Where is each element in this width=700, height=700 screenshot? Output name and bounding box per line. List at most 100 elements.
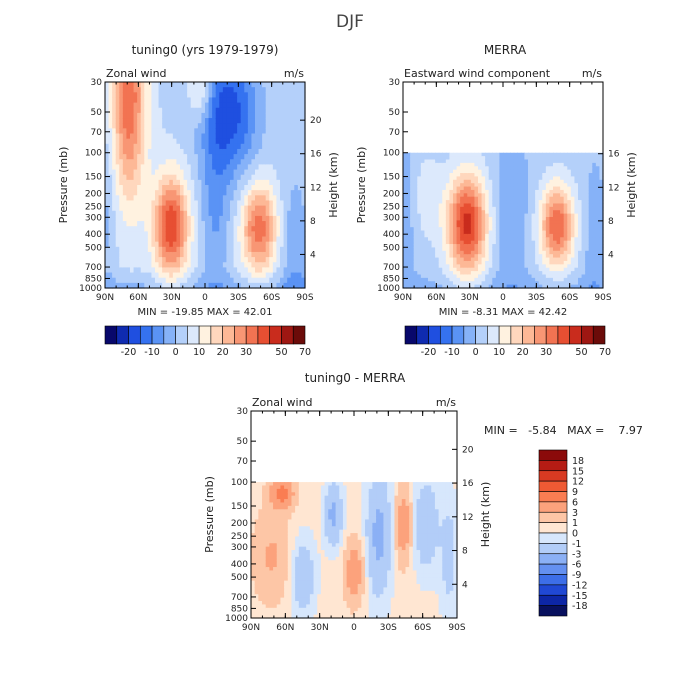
panel-2-field-cell <box>578 223 583 228</box>
panel-1-colorbar-label: -10 <box>144 347 160 358</box>
panel-2-field-cell <box>460 244 465 249</box>
panel-2-field-cell <box>592 281 597 286</box>
panel-2-field-cell <box>474 264 479 269</box>
panel-2-field-cell <box>595 173 601 177</box>
panel-3-field-cell <box>265 567 270 572</box>
panel-2-field-cell <box>599 220 604 225</box>
panel-2-field-cell <box>560 179 565 184</box>
panel-2-field-cell <box>585 189 590 194</box>
panel-3-field-cell <box>254 604 259 609</box>
panel-2-field-cell <box>553 233 558 238</box>
panel-2-field-cell <box>578 281 583 286</box>
panel-2-colorbar-box <box>451 325 465 345</box>
panel-2-field-cell <box>488 173 493 177</box>
panel-2-field-cell <box>474 162 479 167</box>
panel-1-field-cell <box>155 159 160 165</box>
panel-1-field-cell <box>262 241 267 248</box>
panel-2-field-cell <box>492 156 497 161</box>
panel-1-field-cell <box>126 277 131 284</box>
panel-2-field-cell <box>492 210 497 215</box>
panel-2-field-cell <box>470 264 476 269</box>
panel-1-field-cell <box>119 257 124 263</box>
panel-1-field-cell <box>272 174 278 181</box>
panel-2-field-cell <box>553 169 558 174</box>
panel-2-field-cell <box>599 183 604 188</box>
panel-2-field-cell <box>520 213 526 218</box>
panel-1-field-cell <box>108 164 113 171</box>
panel-1-field-cell <box>133 215 138 222</box>
panel-2-field-cell <box>495 220 501 225</box>
panel-1-field-cell <box>190 185 195 191</box>
panel-2-field-cell <box>492 264 497 269</box>
panel-2-field-cell <box>549 193 554 198</box>
panel-2-field-cell <box>453 220 458 225</box>
panel-1-field-cell <box>180 97 185 104</box>
panel-2-field-cell <box>431 284 436 289</box>
panel-3-field-cell <box>273 495 278 500</box>
panel-2-field-cell <box>578 179 583 184</box>
panel-2-field-cell <box>478 189 483 194</box>
panel-1-field-cell <box>112 231 117 238</box>
panel-2-field-cell <box>556 162 561 167</box>
panel-2-field-cell <box>406 240 411 245</box>
panel-2-field-cell <box>578 169 583 174</box>
panel-2-field-cell <box>463 220 468 225</box>
panel-2-field-cell <box>510 227 515 232</box>
panel-1-x-tick-label: 90N <box>96 293 114 303</box>
panel-1-field-cell <box>297 205 303 212</box>
panel-1-field-cell <box>272 221 278 227</box>
panel-2-field-cell <box>513 206 518 211</box>
panel-1-y2-tick-label: 8 <box>310 217 316 227</box>
panel-1-field-cell <box>301 169 306 176</box>
panel-3-field-cell <box>265 509 270 514</box>
panel-2-field-cell <box>549 179 554 184</box>
panel-1-field-cell <box>283 272 288 279</box>
panel-2-field-cell <box>595 203 601 208</box>
panel-2-field-cell <box>513 193 518 198</box>
panel-2-field-cell <box>456 274 461 279</box>
panel-2-field-cell <box>595 179 601 184</box>
panel-1-colorbar-label: 70 <box>299 347 311 358</box>
panel-2-field-cell <box>456 281 461 286</box>
panel-1-field-cell <box>155 179 160 186</box>
panel-2-field-cell <box>563 257 568 262</box>
panel-2-field-cell <box>460 240 465 245</box>
panel-1-field-cell <box>272 267 278 274</box>
panel-2-field-cell <box>503 216 508 221</box>
panel-1-field-cell <box>183 190 188 196</box>
panel-1-field-cell <box>212 210 217 217</box>
panel-1-field-cell <box>237 221 242 227</box>
panel-2-field-cell <box>570 152 576 157</box>
panel-1-field-cell <box>162 143 167 150</box>
panel-1-field-cell <box>226 246 231 253</box>
panel-2-field-cell <box>520 250 526 255</box>
panel-1-field-cell <box>194 210 199 217</box>
panel-1-field-cell <box>251 241 256 248</box>
panel-2-field-cell <box>542 281 547 286</box>
panel-1-field-cell <box>130 241 135 248</box>
panel-1-field-cell <box>122 210 128 217</box>
panel-2-field-cell <box>588 254 593 259</box>
panel-2-field-cell <box>588 200 593 205</box>
panel-2-field-cell <box>542 250 547 255</box>
panel-1-field-cell <box>151 107 156 114</box>
panel-2-field-cell <box>474 166 479 171</box>
panel-2-field-cell <box>585 281 590 286</box>
panel-2-field-cell <box>403 267 408 272</box>
panel-2-field-cell <box>549 210 554 215</box>
panel-1-field-cell <box>269 138 274 145</box>
panel-1-field-cell <box>208 241 213 248</box>
panel-2-field-cell <box>535 156 540 161</box>
panel-1-field-cell <box>176 154 181 160</box>
panel-1-field-cell <box>230 257 235 263</box>
panel-2-field-cell <box>403 196 408 201</box>
panel-2-field-cell <box>510 220 515 225</box>
panel-2-field-cell <box>549 240 554 245</box>
panel-1-field-cell <box>290 221 295 227</box>
panel-1-field-cell <box>262 195 267 202</box>
panel-1-field-cell <box>294 148 299 155</box>
panel-1-field-cell <box>244 82 249 88</box>
panel-2-field-cell <box>403 152 408 157</box>
panel-2-field-cell <box>560 281 565 286</box>
panel-2-field-cell <box>563 156 568 161</box>
